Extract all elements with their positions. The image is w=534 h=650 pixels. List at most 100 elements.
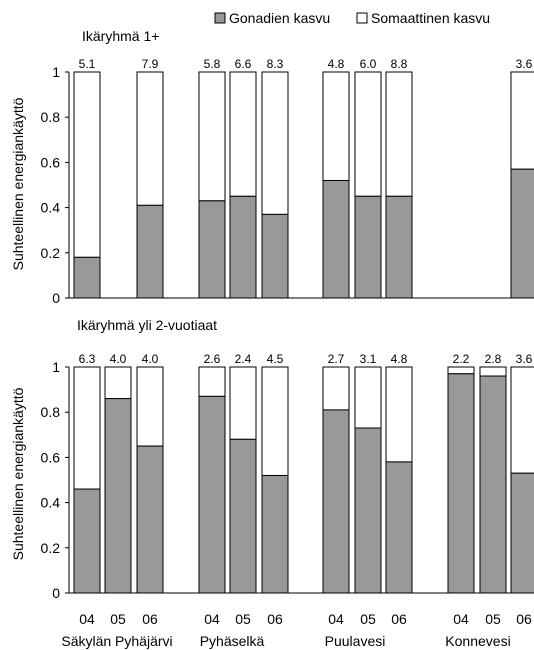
bar-gonad (73, 488, 101, 594)
bar-gonad (447, 373, 475, 594)
x-year-label: 05 (485, 611, 501, 627)
bar-gonad (385, 195, 413, 299)
bar-gonad (479, 375, 507, 594)
bar-somatic (510, 71, 534, 170)
bar-somatic (510, 366, 534, 474)
panel2-ylabel: Suhteellinen energiankäyttö (10, 387, 26, 560)
bar-gonad (104, 398, 132, 594)
x-year-label: 04 (79, 611, 95, 627)
top-value-label: 7.9 (142, 57, 159, 71)
y-tick-label: 0.4 (41, 200, 61, 216)
top-value-label: 2.2 (453, 352, 470, 366)
x-lake-label: Pyhäselkä (200, 633, 265, 649)
bar-somatic (479, 366, 507, 377)
y-tick-label: 0 (52, 585, 60, 601)
top-value-label: 8.3 (267, 57, 284, 71)
bar-somatic (261, 71, 289, 215)
top-value-label: 4.0 (110, 352, 127, 366)
y-tick-label: 0.6 (41, 449, 61, 465)
x-year-label: 05 (235, 611, 251, 627)
bar-somatic (229, 71, 257, 197)
bar-somatic (198, 366, 226, 397)
bar-somatic (354, 71, 382, 197)
bar-somatic (229, 366, 257, 440)
x-lake-label: Puulavesi (325, 633, 386, 649)
x-year-label: 04 (453, 611, 469, 627)
top-value-label: 2.7 (328, 352, 345, 366)
top-value-label: 3.6 (516, 57, 533, 71)
x-lake-label: Konnevesi (445, 633, 510, 649)
bar-somatic (385, 71, 413, 197)
top-value-label: 4.0 (142, 352, 159, 366)
bar-gonad (261, 474, 289, 594)
y-tick-label: 1 (52, 359, 60, 375)
bar-gonad (322, 409, 350, 594)
bar-gonad (322, 179, 350, 299)
panel1-ylabel: Suhteellinen energiankäyttö (10, 97, 26, 270)
top-value-label: 4.8 (328, 57, 345, 71)
top-value-label: 6.3 (79, 352, 96, 366)
top-value-label: 8.8 (391, 57, 408, 71)
bar-gonad (510, 168, 534, 299)
bar-gonad (229, 438, 257, 594)
bar-gonad (73, 256, 101, 299)
bar-somatic (136, 71, 164, 206)
panel1-title: Ikäryhmä 1+ (82, 28, 159, 44)
y-tick-label: 0 (52, 290, 60, 306)
legend-swatch-gonad (214, 12, 226, 24)
top-value-label: 2.8 (485, 352, 502, 366)
top-value-label: 2.4 (235, 352, 252, 366)
panel2-title: Ikäryhmä yli 2-vuotiaat (77, 317, 217, 333)
x-year-label: 06 (391, 611, 407, 627)
x-year-label: 04 (328, 611, 344, 627)
bar-gonad (354, 195, 382, 299)
top-value-label: 3.6 (516, 352, 533, 366)
bar-somatic (447, 366, 475, 375)
bar-gonad (510, 472, 534, 594)
top-value-label: 6.0 (360, 57, 377, 71)
x-year-label: 05 (360, 611, 376, 627)
panel2-top-labels: 6.3 4.0 4.0 2.6 2.4 4.5 2.7 3.1 4.8 2.2 2.8 3.6 (79, 352, 533, 366)
bar-somatic (73, 366, 101, 490)
bar-somatic (385, 366, 413, 463)
x-lake-labels: Säkylän Pyhäjärvi Pyhäselkä Puulavesi Konne… (61, 633, 510, 649)
bar-somatic (322, 71, 350, 181)
bar-somatic (261, 366, 289, 476)
bar-gonad (198, 395, 226, 594)
panel1-bars (73, 71, 534, 299)
bar-somatic (136, 366, 164, 447)
y-tick-label: 0.4 (41, 495, 61, 511)
y-tick-label: 0.8 (41, 109, 61, 125)
y-tick-label: 0.2 (41, 540, 61, 556)
top-value-label: 5.1 (79, 57, 96, 71)
top-value-label: 4.8 (391, 352, 408, 366)
x-lake-label: Säkylän Pyhäjärvi (61, 633, 172, 649)
bar-gonad (261, 213, 289, 299)
bar-somatic (322, 366, 350, 411)
x-year-label: 05 (110, 611, 126, 627)
bar-gonad (136, 445, 164, 594)
panel1-top-labels: 5.1 7.9 5.8 6.6 8.3 4.8 6.0 8.8 3.6 (79, 57, 533, 71)
top-value-label: 6.6 (235, 57, 252, 71)
x-year-label: 06 (516, 611, 532, 627)
top-value-label: 2.6 (204, 352, 221, 366)
legend-label-somatic: Somaattinen kasvu (371, 10, 490, 26)
y-tick-label: 1 (52, 64, 60, 80)
y-tick-label: 0.8 (41, 404, 61, 420)
x-year-label: 04 (204, 611, 220, 627)
bar-gonad (385, 461, 413, 594)
y-tick-label: 0.2 (41, 245, 61, 261)
x-year-label: 06 (267, 611, 283, 627)
top-value-label: 5.8 (204, 57, 221, 71)
legend-label-gonad: Gonadien kasvu (229, 10, 330, 26)
bar-somatic (354, 366, 382, 429)
y-tick-label: 0.6 (41, 154, 61, 170)
bar-gonad (198, 200, 226, 299)
x-year-label: 06 (142, 611, 158, 627)
bar-gonad (229, 195, 257, 299)
top-value-label: 3.1 (360, 352, 377, 366)
bar-somatic (73, 71, 101, 258)
legend-swatch-somatic (356, 12, 368, 24)
legend: Gonadien kasvu Somaattinen kasvu (214, 10, 490, 26)
